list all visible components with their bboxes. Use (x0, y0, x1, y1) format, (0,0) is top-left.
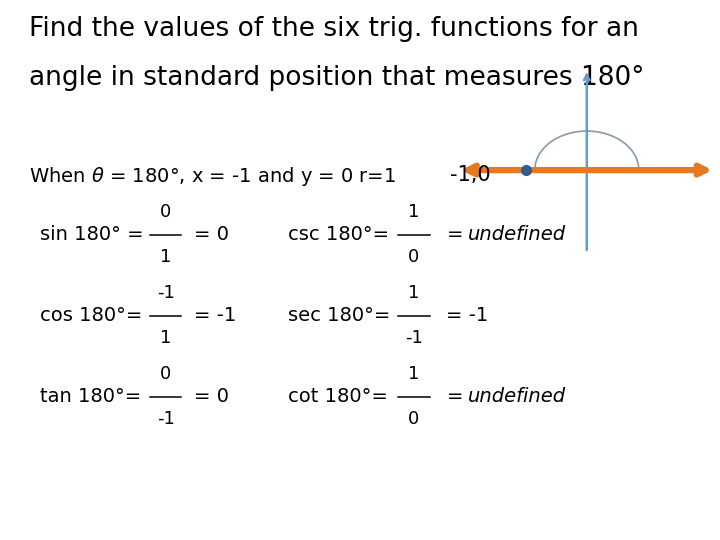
Text: angle in standard position that measures 180°: angle in standard position that measures… (29, 65, 644, 91)
Text: 1: 1 (408, 366, 420, 383)
Text: undefined: undefined (468, 387, 566, 407)
Text: =: = (446, 225, 463, 245)
Text: -1: -1 (405, 329, 423, 347)
Text: 1: 1 (408, 285, 420, 302)
Text: 1: 1 (160, 248, 171, 266)
Text: cos 180°=: cos 180°= (40, 306, 142, 326)
Text: Find the values of the six trig. functions for an: Find the values of the six trig. functio… (29, 16, 639, 42)
Text: = 0: = 0 (194, 387, 230, 407)
Text: 0: 0 (160, 366, 171, 383)
Text: = 0: = 0 (194, 225, 230, 245)
Text: 0: 0 (408, 410, 420, 428)
Text: sin 180° =: sin 180° = (40, 225, 143, 245)
Text: -1,0: -1,0 (450, 165, 490, 185)
Text: 1: 1 (160, 329, 171, 347)
Text: 0: 0 (408, 248, 420, 266)
Text: cot 180°=: cot 180°= (288, 387, 388, 407)
Text: = -1: = -1 (446, 306, 489, 326)
Text: sec 180°=: sec 180°= (288, 306, 390, 326)
Text: 0: 0 (160, 204, 171, 221)
Text: =: = (446, 387, 463, 407)
Text: 1: 1 (408, 204, 420, 221)
Text: tan 180°=: tan 180°= (40, 387, 141, 407)
Text: When $\theta$ = 180°, x = -1 and y = 0 r=1: When $\theta$ = 180°, x = -1 and y = 0 r… (29, 165, 396, 188)
Text: undefined: undefined (468, 225, 566, 245)
Text: -1: -1 (157, 410, 174, 428)
Text: = -1: = -1 (194, 306, 237, 326)
Text: csc 180°=: csc 180°= (288, 225, 389, 245)
Text: -1: -1 (157, 285, 174, 302)
